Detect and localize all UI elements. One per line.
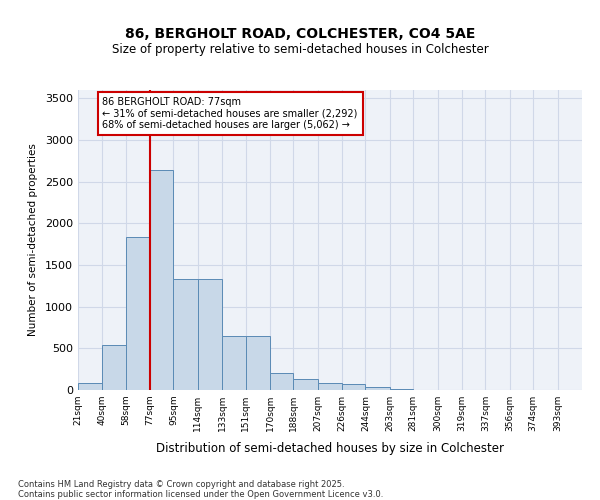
Bar (78, 384, 103, 390)
Bar (103, 345, 125, 390)
Bar (293, 379, 318, 390)
Bar (173, 279, 198, 390)
Bar (125, 236, 150, 390)
Bar (342, 384, 365, 390)
Bar (318, 382, 342, 390)
Text: 86, BERGHOLT ROAD, COLCHESTER, CO4 5AE: 86, BERGHOLT ROAD, COLCHESTER, CO4 5AE (125, 28, 475, 42)
Bar (198, 279, 223, 390)
Bar (223, 336, 245, 390)
Text: Size of property relative to semi-detached houses in Colchester: Size of property relative to semi-detach… (112, 42, 488, 56)
Bar (365, 386, 390, 390)
Bar (150, 170, 173, 390)
Bar (270, 374, 293, 390)
Text: Contains HM Land Registry data © Crown copyright and database right 2025.
Contai: Contains HM Land Registry data © Crown c… (18, 480, 383, 500)
X-axis label: Distribution of semi-detached houses by size in Colchester: Distribution of semi-detached houses by … (156, 442, 504, 456)
Y-axis label: Number of semi-detached properties: Number of semi-detached properties (28, 144, 38, 336)
Bar (245, 336, 270, 390)
Bar (390, 389, 413, 390)
Text: 86 BERGHOLT ROAD: 77sqm
← 31% of semi-detached houses are smaller (2,292)
68% of: 86 BERGHOLT ROAD: 77sqm ← 31% of semi-de… (103, 96, 358, 130)
